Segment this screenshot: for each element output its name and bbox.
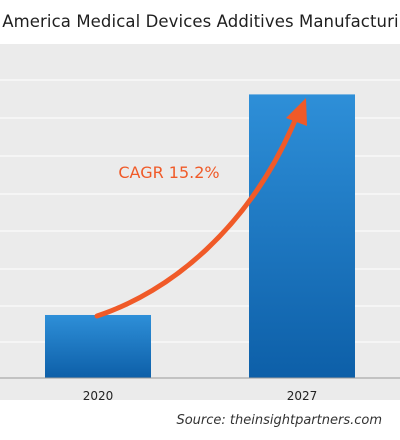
chart-title: al America Medical Devices Additives Man… xyxy=(0,12,400,31)
source-credit: Source: theinsightpartners.com xyxy=(176,413,382,428)
cagr-arrow-path xyxy=(94,115,299,319)
cagr-annotation: CAGR 15.2% xyxy=(118,163,219,182)
x-tick-labels: 2020 2027 xyxy=(83,389,318,403)
bar-2027 xyxy=(249,94,355,378)
cagr-arrow xyxy=(94,98,307,319)
bars xyxy=(45,94,355,378)
cagr-arrow-head xyxy=(286,98,307,126)
x-tick-label: 2020 xyxy=(83,389,114,403)
chart-title-strip: al America Medical Devices Additives Man… xyxy=(0,0,400,44)
x-tick-label: 2027 xyxy=(287,389,318,403)
bar-2020 xyxy=(45,314,151,378)
